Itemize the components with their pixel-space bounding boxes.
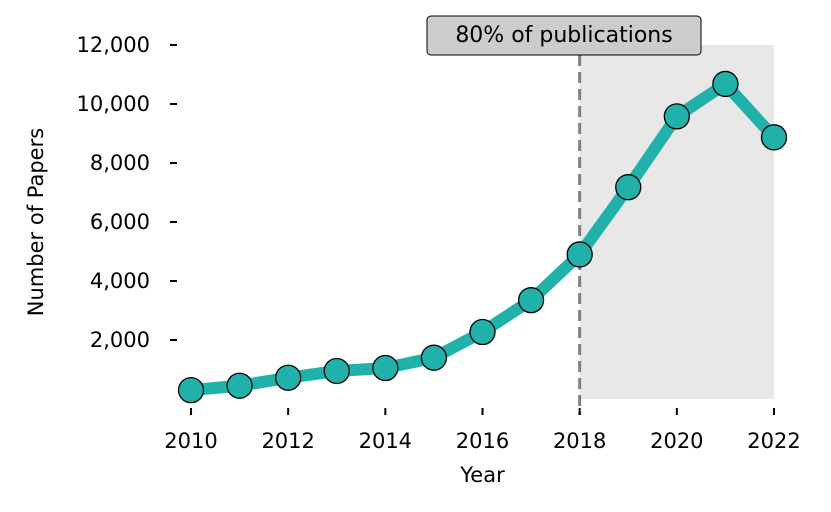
x-axis: 2010 2012 2014 2016 2018 2020 2022 [164,408,801,453]
data-point [275,364,302,391]
data-point [469,318,496,346]
x-tick-label: 2012 [261,429,314,453]
x-tick-label: 2014 [359,429,412,453]
y-axis: 2,000 4,000 6,000 8,000 10,000 12,000 [77,33,177,352]
data-point [663,103,690,130]
y-tick-label: 8,000 [90,151,150,175]
annotation-text: 80% of publications [455,23,672,48]
data-point [323,357,350,385]
x-tick-label: 2010 [164,429,217,453]
x-tick-label: 2022 [747,429,800,453]
y-tick-label: 10,000 [77,92,150,116]
data-point [760,124,788,151]
data-point [177,376,205,404]
series-markers [177,70,788,404]
y-tick-label: 2,000 [90,328,150,352]
data-point [420,344,448,371]
data-point [517,287,545,314]
data-point [372,354,399,382]
x-axis-label: Year [459,463,505,487]
x-tick-label: 2018 [553,429,606,453]
annotation: 80% of publications [426,15,702,56]
data-point [615,174,642,201]
x-tick-label: 2016 [456,429,509,453]
y-tick-label: 4,000 [90,269,150,293]
y-axis-label: Number of Papers [24,128,48,316]
data-point [226,372,253,399]
y-tick-label: 6,000 [90,210,150,234]
x-tick-label: 2020 [650,429,703,453]
data-point [566,241,593,268]
y-tick-label: 12,000 [77,33,150,57]
data-point [712,70,739,98]
annotation-box [426,15,702,56]
